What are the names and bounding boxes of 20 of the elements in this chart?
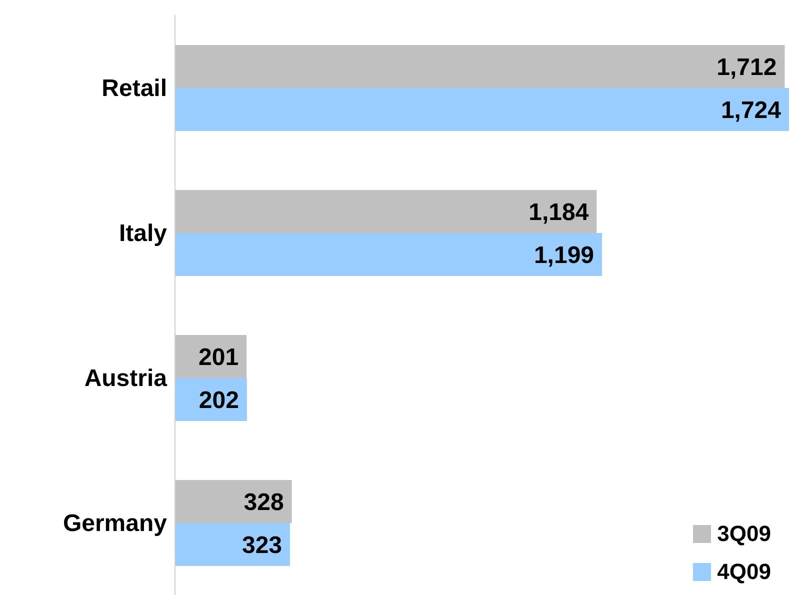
- y-tick-label: Germany: [62, 510, 168, 538]
- data-label: 323: [242, 532, 282, 559]
- bar: [175, 45, 785, 88]
- data-label: 328: [244, 488, 284, 516]
- bar: [175, 233, 602, 276]
- bar: [175, 480, 292, 523]
- data-label: 1,724: [720, 96, 782, 124]
- data-label: 202: [198, 386, 239, 414]
- bar: [175, 523, 290, 566]
- bar: [175, 88, 789, 131]
- data-label: 1,199: [534, 242, 594, 269]
- data-label: 1,712: [716, 54, 777, 81]
- data-label: 1,184: [528, 198, 590, 226]
- y-tick-label: Austria: [84, 365, 168, 392]
- y-tick-label: Italy: [118, 220, 168, 248]
- y-tick-label: Retail: [102, 75, 167, 102]
- legend-label: 3Q09: [717, 520, 771, 548]
- data-label: 201: [198, 344, 239, 371]
- bar: [175, 190, 597, 233]
- legend-label: 4Q09: [717, 558, 771, 586]
